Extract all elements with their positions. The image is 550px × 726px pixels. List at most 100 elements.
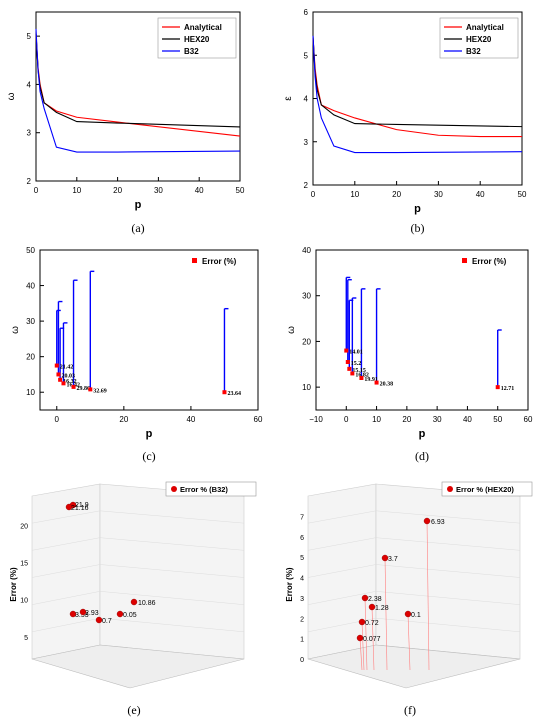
grid-line bbox=[375, 591, 521, 605]
y-tick-label: 3 bbox=[304, 138, 309, 147]
data-point bbox=[344, 348, 349, 353]
drop-line bbox=[359, 637, 363, 671]
data-label: 0.7 bbox=[102, 618, 112, 625]
data-point bbox=[54, 363, 59, 368]
x-tick-label: 50 bbox=[518, 190, 527, 199]
x-tick-label: 40 bbox=[463, 415, 472, 424]
legend-label: HEX20 bbox=[466, 35, 492, 44]
series-line-b32 bbox=[35, 28, 241, 153]
x-tick-label: 20 bbox=[392, 190, 401, 199]
legend-label: Error % (B32) bbox=[180, 485, 228, 494]
data-label: 16.32 bbox=[63, 379, 77, 385]
y-tick-label: 10 bbox=[26, 388, 35, 397]
x-tick-label: 0 bbox=[55, 415, 60, 424]
data-point bbox=[368, 603, 376, 611]
data-point bbox=[359, 376, 364, 380]
x-axis-label: p bbox=[414, 203, 421, 215]
y-tick-label: 5 bbox=[27, 32, 32, 41]
legend-marker bbox=[447, 486, 453, 492]
plot-frame bbox=[315, 249, 529, 411]
data-label: 6.93 bbox=[431, 519, 445, 526]
z-tick-label: 3 bbox=[300, 596, 304, 603]
z-tick-label: 2 bbox=[300, 616, 304, 623]
data-point bbox=[56, 372, 61, 377]
legend-label: B32 bbox=[184, 47, 199, 56]
y-tick-label: 2 bbox=[304, 181, 309, 190]
legend-marker bbox=[462, 258, 467, 263]
plot-frame bbox=[35, 11, 241, 182]
z-axis-label: Error (%) bbox=[9, 567, 18, 602]
data-point bbox=[347, 366, 352, 371]
panel-caption: (c) bbox=[142, 449, 155, 463]
x-tick-label: 30 bbox=[154, 186, 163, 195]
grid-line bbox=[99, 537, 245, 551]
plot-frame bbox=[39, 249, 259, 411]
data-point bbox=[356, 634, 364, 642]
x-tick-label: 40 bbox=[186, 415, 195, 424]
z-tick-label: 6 bbox=[300, 535, 304, 542]
x-tick-label: 0 bbox=[311, 190, 316, 199]
data-point bbox=[58, 377, 63, 382]
y-tick-label: 4 bbox=[27, 80, 32, 89]
x-tick-label: 30 bbox=[434, 190, 443, 199]
data-point bbox=[65, 503, 73, 511]
data-label: 21.16 bbox=[71, 505, 89, 512]
y-tick-label: 50 bbox=[26, 246, 35, 255]
data-point bbox=[495, 385, 500, 390]
chart-f: 0 1 2 3 4 5 6 7 Error (%) 6.93 3.7 2.38 1.28 0.72 0.07… bbox=[285, 481, 533, 717]
drop-line bbox=[371, 606, 375, 671]
z-tick-label: 20 bbox=[20, 524, 28, 531]
panel-caption: (f) bbox=[404, 703, 416, 717]
data-label: 16.82 bbox=[355, 372, 369, 378]
data-label: 0.72 bbox=[365, 620, 379, 627]
y-tick-label: 2 bbox=[27, 177, 32, 186]
drop-line bbox=[361, 621, 365, 671]
data-label: 15.15 bbox=[352, 368, 366, 374]
drop-line bbox=[364, 597, 368, 671]
x-tick-label: 30 bbox=[433, 415, 442, 424]
data-label: 20.38 bbox=[380, 382, 394, 388]
data-label: 0.077 bbox=[363, 636, 381, 643]
data-label: 3.7 bbox=[388, 556, 398, 563]
y-tick-label: 20 bbox=[26, 353, 35, 362]
data-point bbox=[381, 554, 389, 562]
z-axis-label: Error (%) bbox=[285, 567, 294, 602]
data-point bbox=[361, 594, 369, 602]
x-axis-label: p bbox=[419, 428, 426, 440]
z-tick-label: 1 bbox=[300, 637, 304, 644]
grid-line bbox=[375, 510, 521, 524]
data-point bbox=[358, 618, 366, 626]
chart-c: 02040601020304050pω21.4220.0316.3216.422… bbox=[10, 246, 263, 463]
grid-line bbox=[31, 591, 101, 605]
grid-line bbox=[31, 537, 101, 551]
legend-label: Error (%) bbox=[202, 257, 237, 266]
y-tick-label: 4 bbox=[304, 95, 309, 104]
y-axis-label: ε bbox=[283, 96, 294, 101]
y-tick-label: 10 bbox=[302, 383, 311, 392]
panel-caption: (d) bbox=[415, 449, 429, 463]
x-tick-label: 50 bbox=[493, 415, 502, 424]
data-label: 2.38 bbox=[368, 596, 382, 603]
z-tick-label: 0 bbox=[300, 657, 304, 664]
grid-line bbox=[307, 510, 377, 524]
legend-label: Analytical bbox=[466, 23, 504, 32]
y-tick-label: 30 bbox=[26, 317, 35, 326]
grid-line bbox=[31, 617, 101, 633]
y-tick-label: 40 bbox=[26, 282, 35, 291]
y-tick-label: 5 bbox=[304, 51, 309, 60]
x-axis-label: p bbox=[146, 428, 153, 440]
data-label: 1.28 bbox=[375, 605, 389, 612]
data-point bbox=[404, 610, 412, 618]
grid-line bbox=[307, 564, 377, 578]
x-tick-label: −10 bbox=[309, 415, 323, 424]
data-label: 0.1 bbox=[411, 612, 421, 619]
y-axis-label: ω bbox=[286, 326, 297, 334]
data-point bbox=[61, 381, 66, 386]
z-tick-label: 5 bbox=[300, 555, 304, 562]
data-label: 21.9 bbox=[75, 502, 89, 509]
grid-line bbox=[99, 510, 245, 524]
chart-a: 0 10 20 30 40 50 2 3 4 5 p ω Analytical HEX20 B32 (a) bbox=[6, 11, 245, 235]
data-label: 12.71 bbox=[501, 386, 515, 392]
chart-b: 0 10 20 30 40 50 2 3 4 5 6 p ε Analytical HEX20 B32 (b) bbox=[283, 8, 527, 235]
